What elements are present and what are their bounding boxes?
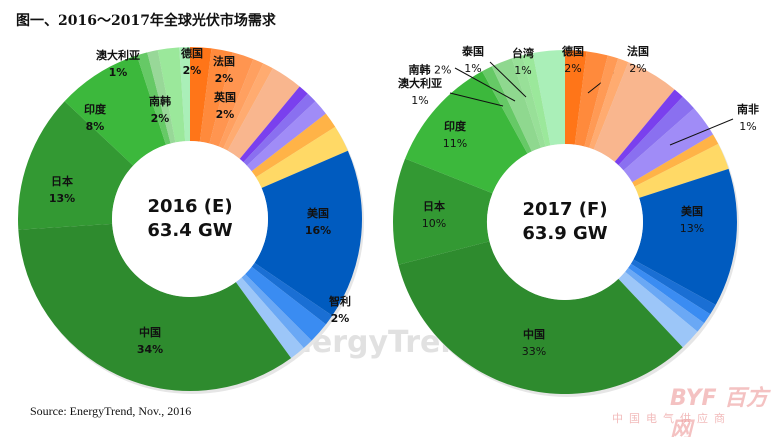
slice-label: 德国 2%	[562, 45, 584, 75]
slice-6	[239, 86, 308, 163]
leader-line	[669, 118, 734, 146]
slice-15	[235, 277, 304, 359]
slice-label: 澳大利亚 1%	[96, 49, 140, 79]
donut-hole	[487, 144, 643, 300]
slice-德国	[190, 47, 212, 142]
slice-南韩	[157, 47, 186, 143]
slice-9	[251, 113, 336, 178]
center-year: 2017 (F)	[522, 199, 608, 220]
source-note: Source: EnergyTrend, Nov., 2016	[30, 404, 192, 418]
slice-14	[618, 271, 698, 348]
slice-7	[623, 108, 714, 183]
slice-美国	[254, 150, 362, 316]
slice-印度	[405, 71, 528, 194]
leader-line	[449, 92, 504, 107]
slice-label: 印度 11%	[442, 120, 468, 150]
slice-12	[251, 262, 333, 325]
slice-法国	[199, 48, 233, 144]
slice-泰国	[511, 55, 546, 148]
center-year: 2016 (E)	[147, 196, 233, 217]
slice-日本	[393, 158, 493, 265]
slice-label: 澳大利亚 1%	[398, 77, 442, 107]
logo-subtitle: 中国电气供应商	[612, 412, 731, 425]
slice-14	[241, 274, 312, 349]
slice-20	[147, 50, 176, 144]
slice-5	[227, 68, 300, 159]
slice-南非	[632, 134, 719, 187]
slice-12	[628, 263, 711, 324]
slice-label: 智利 2%	[329, 295, 351, 325]
slice-3	[218, 59, 264, 149]
slice-德国	[565, 50, 587, 145]
slice-法国	[574, 51, 608, 147]
slice-3	[589, 58, 629, 150]
slice-label: 日本 10%	[421, 200, 447, 230]
slice-label: 日本 13%	[48, 175, 76, 205]
slice-label: 中国 34%	[136, 326, 164, 356]
slice-南韩	[491, 58, 541, 152]
slice-智利	[245, 266, 326, 341]
slice-8	[246, 101, 326, 172]
slice-美国	[633, 168, 737, 305]
slice-6	[618, 96, 695, 171]
slice-label: 南非 1%	[737, 103, 759, 133]
slice-印度	[64, 55, 166, 166]
slice-日本	[18, 101, 134, 230]
slice-中国	[398, 241, 683, 395]
slice-label: 美国 16%	[304, 207, 332, 237]
slice-4	[223, 63, 273, 151]
center-label-2016: 2016 (E) 63.4 GW	[147, 195, 232, 243]
slice-澳大利亚	[482, 66, 532, 154]
slice-7	[243, 93, 316, 166]
slice-台湾	[522, 53, 551, 147]
slice-4	[593, 62, 675, 162]
center-total: 63.4 GW	[147, 220, 233, 241]
center-label-2017: 2017 (F) 63.9 GW	[522, 198, 607, 246]
slice-label: 南韩 2%	[408, 63, 452, 77]
slice-10	[255, 126, 348, 189]
slice-label: 英国 2%	[214, 91, 236, 121]
center-total: 63.9 GW	[522, 223, 608, 244]
slice-label: 中国 33%	[521, 328, 547, 358]
donut-hole	[112, 141, 268, 297]
slice-中国	[18, 223, 292, 391]
slice-英国	[209, 52, 254, 147]
figure-title: 图一、2016～2017年全球光伏市场需求	[16, 13, 276, 29]
slice-22	[179, 47, 190, 142]
slice-2	[584, 55, 619, 148]
slice-label: 泰国 1%	[462, 45, 484, 75]
slice-5	[614, 89, 683, 166]
slice-label: 南韩 2%	[149, 95, 171, 125]
slice-label: 法国 2%	[627, 45, 649, 75]
leader-line	[489, 61, 527, 98]
slice-13	[625, 267, 705, 332]
slice-label: 德国 2%	[181, 47, 203, 77]
slice-label: 印度 8%	[84, 103, 106, 133]
slice-label: 法国 2%	[213, 55, 235, 85]
slice-9	[634, 143, 729, 198]
logo: BYF 百方网	[670, 386, 769, 437]
slice-label: 台湾 1%	[512, 47, 534, 77]
slice-澳大利亚	[136, 52, 171, 145]
slice-22	[532, 50, 565, 146]
slice-11	[630, 259, 716, 315]
leader-line	[454, 67, 516, 102]
slice-label: 美国 13%	[679, 205, 705, 235]
